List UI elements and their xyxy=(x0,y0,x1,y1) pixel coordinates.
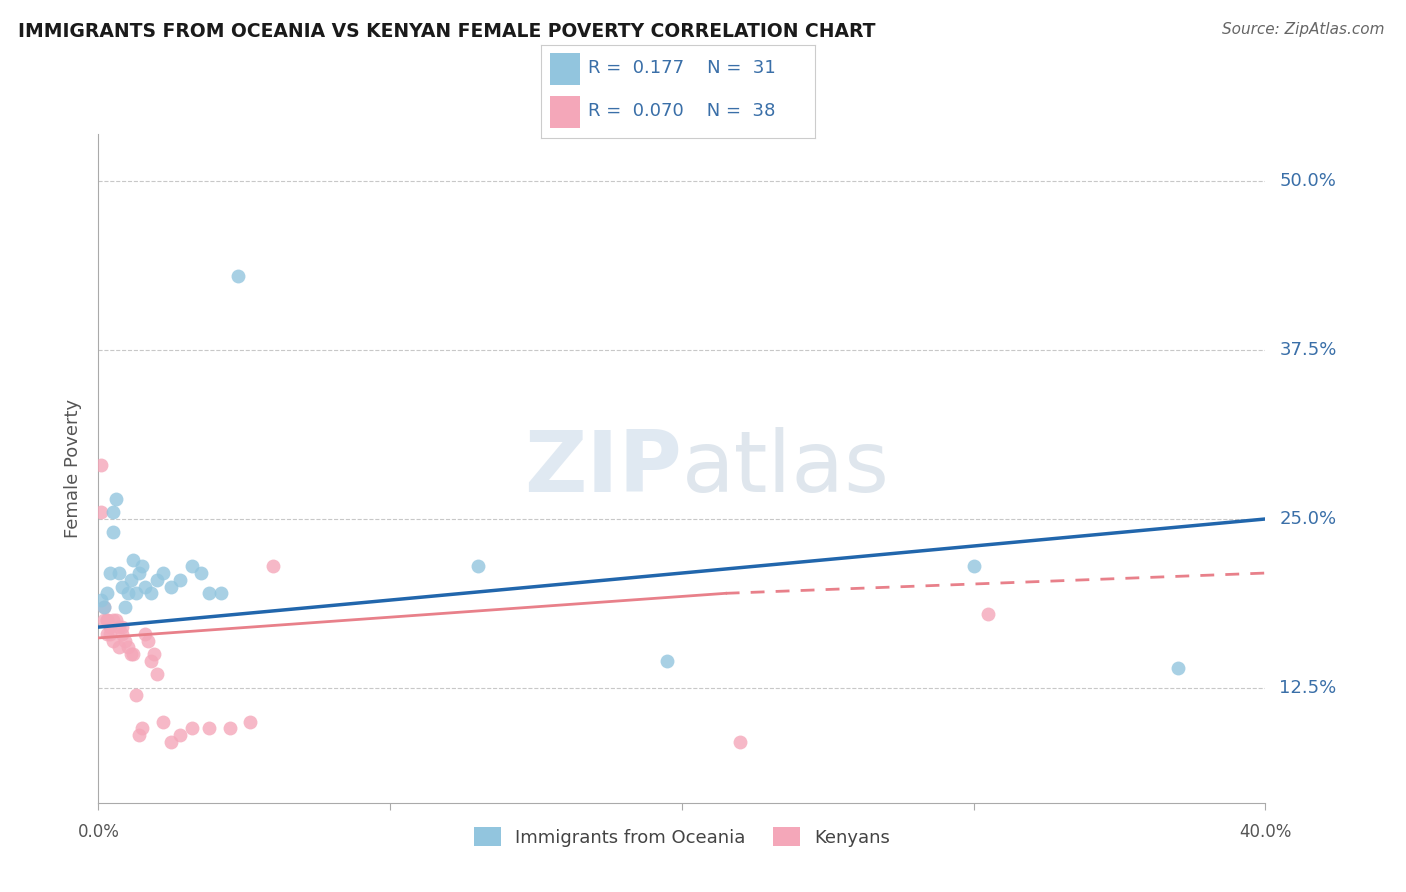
Point xyxy=(122,647,145,661)
Point xyxy=(101,525,124,540)
Point xyxy=(120,573,142,587)
Point xyxy=(169,573,191,587)
Text: ZIP: ZIP xyxy=(524,426,682,510)
Point xyxy=(96,613,118,627)
Legend: Immigrants from Oceania, Kenyans: Immigrants from Oceania, Kenyans xyxy=(467,820,897,854)
Bar xyxy=(550,53,579,85)
Point xyxy=(111,620,134,634)
Point xyxy=(111,627,134,641)
Text: 0.0%: 0.0% xyxy=(77,822,120,841)
Point xyxy=(93,613,115,627)
Text: 25.0%: 25.0% xyxy=(1279,510,1337,528)
Point xyxy=(90,593,112,607)
Point xyxy=(125,688,148,702)
Point xyxy=(104,613,127,627)
Point xyxy=(108,566,131,580)
Point xyxy=(139,654,162,668)
Point xyxy=(146,667,169,681)
Point xyxy=(96,627,118,641)
Point xyxy=(98,620,121,634)
Text: R =  0.070    N =  38: R = 0.070 N = 38 xyxy=(588,102,775,120)
Point xyxy=(108,620,131,634)
Text: 50.0%: 50.0% xyxy=(1279,172,1336,190)
Point xyxy=(111,580,134,594)
Point xyxy=(180,559,202,574)
Point xyxy=(122,552,145,566)
Text: Source: ZipAtlas.com: Source: ZipAtlas.com xyxy=(1222,22,1385,37)
Point xyxy=(128,566,150,580)
Point xyxy=(98,566,121,580)
Point xyxy=(198,586,221,600)
Point xyxy=(728,735,751,749)
Point xyxy=(125,586,148,600)
Point xyxy=(131,559,153,574)
Point xyxy=(96,613,118,627)
Point xyxy=(152,566,174,580)
Point xyxy=(228,268,250,283)
Point xyxy=(120,647,142,661)
Text: IMMIGRANTS FROM OCEANIA VS KENYAN FEMALE POVERTY CORRELATION CHART: IMMIGRANTS FROM OCEANIA VS KENYAN FEMALE… xyxy=(18,22,876,41)
Text: 12.5%: 12.5% xyxy=(1279,679,1337,697)
Point xyxy=(101,613,124,627)
Point xyxy=(104,491,127,506)
Point xyxy=(117,640,139,655)
Point xyxy=(114,633,136,648)
Point xyxy=(98,627,121,641)
Point xyxy=(467,559,489,574)
Point xyxy=(128,728,150,742)
Point xyxy=(1167,660,1189,674)
Point xyxy=(117,586,139,600)
Point xyxy=(93,599,115,614)
Point xyxy=(218,722,240,736)
Point xyxy=(262,559,284,574)
Point xyxy=(134,627,156,641)
Point xyxy=(131,722,153,736)
Point xyxy=(108,640,131,655)
Text: atlas: atlas xyxy=(682,426,890,510)
Point xyxy=(146,573,169,587)
Point xyxy=(160,580,183,594)
Text: 40.0%: 40.0% xyxy=(1239,822,1292,841)
Text: 37.5%: 37.5% xyxy=(1279,341,1337,359)
Point xyxy=(93,599,115,614)
Point xyxy=(962,559,984,574)
Point xyxy=(90,505,112,519)
Text: R =  0.177    N =  31: R = 0.177 N = 31 xyxy=(588,59,776,77)
Point xyxy=(139,586,162,600)
Point xyxy=(160,735,183,749)
Point xyxy=(977,607,1000,621)
Point xyxy=(169,728,191,742)
Point xyxy=(190,566,212,580)
Point xyxy=(90,458,112,472)
Bar xyxy=(550,96,579,128)
Point xyxy=(96,586,118,600)
Point xyxy=(198,722,221,736)
Y-axis label: Female Poverty: Female Poverty xyxy=(65,399,83,538)
Point xyxy=(101,633,124,648)
Point xyxy=(136,633,159,648)
Point xyxy=(101,505,124,519)
Point xyxy=(180,722,202,736)
Point xyxy=(152,714,174,729)
Point xyxy=(209,586,232,600)
Point xyxy=(657,654,679,668)
Point xyxy=(142,647,165,661)
Point xyxy=(134,580,156,594)
Point xyxy=(114,599,136,614)
Point xyxy=(239,714,262,729)
